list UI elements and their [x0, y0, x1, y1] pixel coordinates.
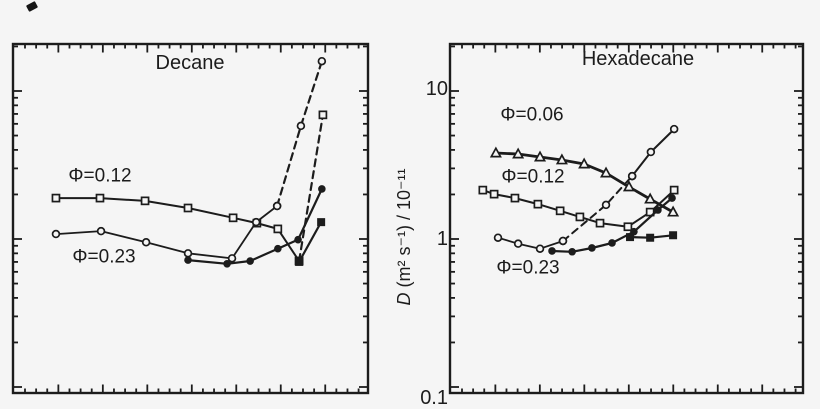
annotation-hexadecane-phi-006: Φ=0.06 [500, 104, 564, 126]
marker-circle-filled [668, 194, 676, 202]
marker-circle-open [141, 238, 151, 247]
marker-circle-filled [548, 247, 556, 255]
marker-square-open [273, 224, 283, 234]
annotation-decane-phi-023: Φ=0.23 [72, 246, 136, 268]
marker-square-open [318, 110, 328, 120]
marker-circle-open [227, 254, 237, 263]
marker-square-filled [626, 233, 635, 242]
marker-circle-open [51, 229, 61, 239]
marker-circle-open [601, 200, 611, 210]
marker-square-open [669, 185, 679, 195]
marker-circle-filled [246, 257, 254, 265]
marker-circle-filled [223, 259, 231, 268]
series-line-phi-0.23-dashed-rise [276, 60, 323, 208]
y-axis-title-units: (m² s⁻¹) / 10⁻¹¹ [394, 168, 414, 293]
marker-circle-open [96, 226, 106, 236]
marker-circle-open [627, 171, 637, 181]
series-line-filled-squares [298, 221, 323, 263]
marker-square-filled [669, 231, 678, 240]
series-line-phi-0.23-dashed-rise [562, 175, 634, 242]
marker-triangle-open [667, 205, 680, 217]
marker-circle-open [317, 56, 327, 66]
marker-square-open [51, 193, 61, 203]
marker-square-filled [295, 257, 304, 266]
series-line-phi-0.12-open-squares [481, 189, 676, 228]
marker-square-open [140, 196, 150, 206]
marker-circle-filled [274, 244, 282, 253]
marker-triangle-open [512, 147, 525, 159]
marker-triangle-open [555, 153, 568, 165]
marker-circle-filled [294, 235, 302, 244]
y-axis-title: D (m² s⁻¹) / 10⁻¹¹ [394, 168, 414, 306]
marker-circle-open [251, 217, 261, 227]
marker-circle-filled [184, 256, 192, 264]
marker-triangle-open [578, 157, 591, 169]
marker-circle-open [272, 201, 282, 211]
panel-title-decane: Decane [155, 52, 225, 74]
marker-triangle-open [533, 150, 547, 162]
ytick-10: 10 [425, 78, 448, 100]
annotation-hexadecane-phi-012: Φ=0.12 [501, 166, 565, 188]
marker-square-open [183, 203, 193, 213]
panel-frame [448, 42, 805, 395]
marker-square-open [623, 222, 633, 232]
marker-circle-open [535, 244, 545, 253]
marker-square-open [510, 193, 520, 203]
marker-square-filled [317, 218, 326, 227]
marker-circle-open [558, 236, 568, 246]
marker-square-open [555, 206, 565, 216]
marker-square-open [533, 199, 543, 209]
marker-square-open [478, 185, 488, 195]
y-axis-title-variable: D [394, 292, 414, 306]
marker-circle-open [669, 124, 679, 134]
marker-square-open [575, 212, 585, 222]
ytick-0p1: 0.1 [420, 387, 448, 409]
marker-circle-filled [318, 185, 326, 193]
series-line-phi-0.12-dashed-rise [298, 113, 324, 263]
panel-title-hexadecane: Hexadecane [581, 48, 695, 70]
marker-triangle-open [489, 146, 502, 158]
marker-square-open [228, 213, 238, 223]
panel-frame [11, 42, 370, 395]
series-line-filled-circles [186, 187, 323, 265]
marker-circle-open [646, 147, 656, 157]
marker-triangle-open [622, 180, 636, 192]
annotation-decane-phi-012: Φ=0.12 [68, 165, 132, 187]
marker-circle-open [183, 249, 193, 258]
marker-square-filled [646, 233, 655, 242]
marker-circle-filled [654, 206, 662, 214]
marker-triangle-open [644, 192, 657, 204]
series-line-phi-0.23-open-circles [497, 236, 564, 250]
marker-square-open [95, 193, 105, 203]
marker-circle-filled [608, 239, 616, 247]
marker-square-open [489, 189, 499, 199]
annotation-hexadecane-phi-023: Φ=0.23 [496, 257, 560, 279]
marker-triangle-open [599, 166, 613, 178]
marker-circle-open [296, 121, 306, 131]
marker-circle-filled [568, 247, 576, 256]
marker-circle-open [513, 239, 523, 248]
marker-circle-open [493, 233, 503, 242]
marker-square-open [595, 218, 605, 228]
marker-circle-filled [588, 244, 596, 252]
ytick-1: 1 [436, 228, 448, 250]
